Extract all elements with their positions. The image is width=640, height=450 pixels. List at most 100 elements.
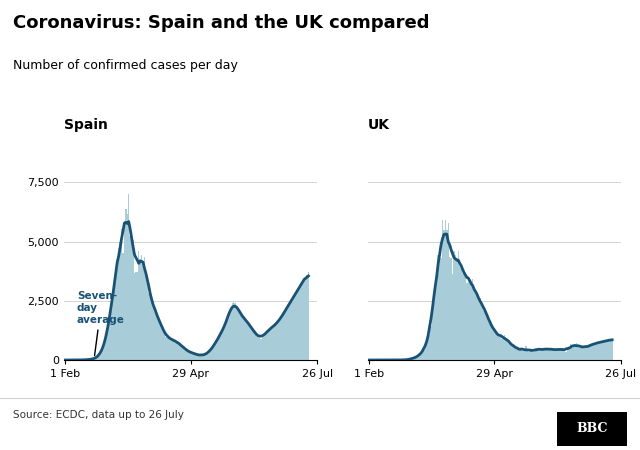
Bar <box>577 347 579 360</box>
Bar <box>280 317 282 360</box>
Bar <box>98 356 99 360</box>
Bar <box>433 292 435 360</box>
Bar <box>521 351 522 360</box>
Bar <box>150 295 151 360</box>
Bar <box>296 291 298 360</box>
Bar <box>445 220 446 360</box>
Bar <box>506 341 508 360</box>
Bar <box>516 347 518 360</box>
Bar <box>259 338 260 360</box>
Bar <box>428 337 429 360</box>
Bar <box>597 343 598 360</box>
Bar <box>111 305 112 360</box>
Bar <box>412 359 413 360</box>
Bar <box>237 310 239 360</box>
Bar <box>154 310 156 360</box>
Bar <box>112 297 114 360</box>
Bar <box>584 348 586 360</box>
Bar <box>167 338 168 360</box>
Bar <box>529 351 531 360</box>
Bar <box>423 350 424 360</box>
Bar <box>100 352 102 360</box>
Bar <box>305 277 307 360</box>
Bar <box>602 342 603 360</box>
Bar <box>502 337 504 360</box>
Bar <box>275 324 276 360</box>
Bar <box>491 326 492 360</box>
Bar <box>551 349 552 360</box>
Bar <box>586 347 587 360</box>
Bar <box>582 348 584 360</box>
Bar <box>515 348 516 360</box>
Bar <box>409 359 410 360</box>
Bar <box>442 220 444 360</box>
Bar <box>528 351 529 360</box>
Bar <box>430 326 432 360</box>
Bar <box>610 340 611 360</box>
Bar <box>609 340 610 360</box>
Bar <box>554 351 556 360</box>
Bar <box>106 333 108 360</box>
Bar <box>141 255 142 360</box>
Bar <box>219 336 220 360</box>
Bar <box>567 350 568 360</box>
Bar <box>129 236 131 360</box>
Bar <box>268 330 269 360</box>
Bar <box>246 322 247 360</box>
Bar <box>545 350 547 360</box>
Bar <box>432 310 433 360</box>
Bar <box>180 344 181 360</box>
Bar <box>479 298 481 360</box>
Bar <box>422 352 423 360</box>
Bar <box>525 346 527 360</box>
Bar <box>474 289 475 360</box>
Bar <box>132 239 134 360</box>
Bar <box>497 333 498 360</box>
Bar <box>156 313 157 360</box>
Bar <box>256 335 257 360</box>
Bar <box>440 257 442 360</box>
Bar <box>498 335 499 360</box>
Bar <box>413 358 415 360</box>
Bar <box>226 322 227 360</box>
Bar <box>121 230 122 360</box>
Bar <box>540 350 541 360</box>
Bar <box>568 348 570 360</box>
Bar <box>469 283 470 360</box>
Bar <box>465 272 466 360</box>
Bar <box>140 259 141 360</box>
Bar <box>483 311 485 360</box>
Bar <box>446 230 447 360</box>
Bar <box>278 322 279 360</box>
Bar <box>159 323 161 360</box>
Bar <box>263 335 264 360</box>
Bar <box>468 276 469 360</box>
Bar <box>104 345 105 360</box>
Bar <box>447 224 449 360</box>
Bar <box>164 333 165 360</box>
Bar <box>120 243 121 360</box>
Bar <box>205 354 207 360</box>
Bar <box>197 355 198 360</box>
Bar <box>476 295 477 360</box>
Bar <box>196 354 197 360</box>
Bar <box>217 339 219 360</box>
Bar <box>454 255 456 360</box>
Bar <box>548 348 550 360</box>
Bar <box>607 340 609 360</box>
Bar <box>181 346 182 360</box>
Bar <box>581 347 582 360</box>
Bar <box>190 352 191 360</box>
Bar <box>435 289 436 360</box>
Bar <box>207 354 209 360</box>
Bar <box>194 354 196 360</box>
Bar <box>128 194 129 360</box>
Bar <box>534 350 535 360</box>
Bar <box>163 330 164 360</box>
Bar <box>452 274 453 360</box>
Bar <box>611 339 613 360</box>
Bar <box>116 270 118 360</box>
Bar <box>202 356 203 360</box>
Bar <box>174 340 175 360</box>
Bar <box>232 303 233 360</box>
